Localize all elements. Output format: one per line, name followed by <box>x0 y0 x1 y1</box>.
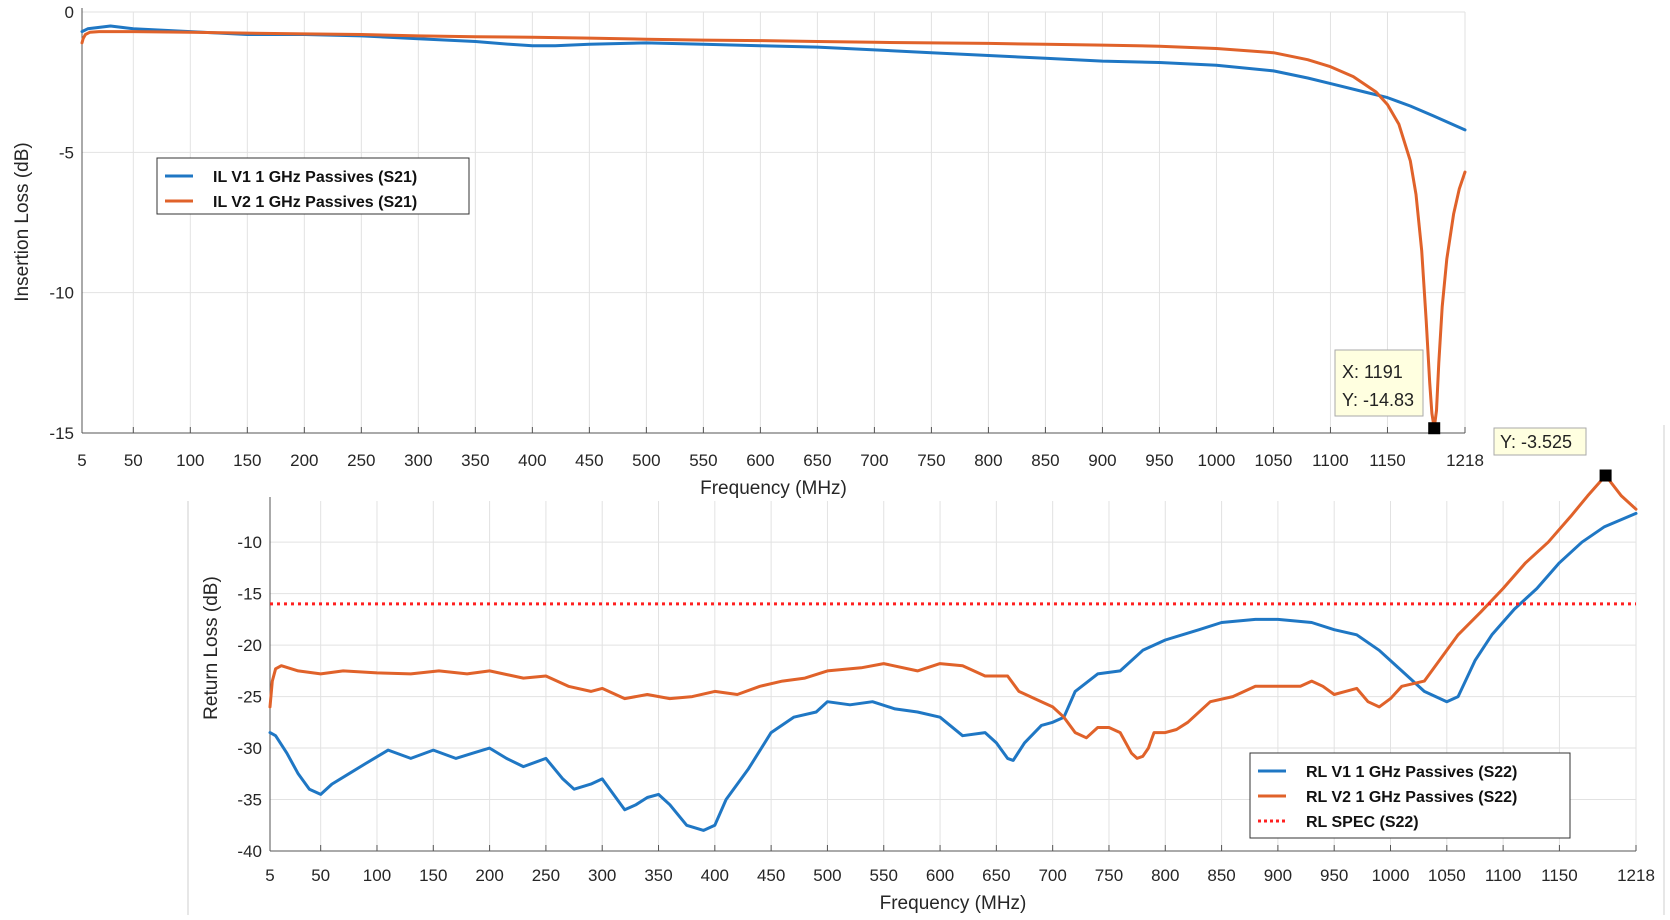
legend-label-3: RL SPEC (S22) <box>1306 814 1419 831</box>
datatip-y-label: Y: -14.83 <box>1342 390 1414 410</box>
x-tick-label: 850 <box>1207 866 1235 885</box>
y-tick-label: -40 <box>237 842 262 861</box>
y-tick-label: -15 <box>49 424 74 443</box>
y-tick-label: -10 <box>49 284 74 303</box>
y-axis-label: Insertion Loss (dB) <box>12 142 33 301</box>
x-tick-label: 950 <box>1320 866 1348 885</box>
x-tick-label: 1100 <box>1485 866 1522 885</box>
y-tick-label: -20 <box>237 636 262 655</box>
x-tick-label: 1150 <box>1369 451 1406 470</box>
y-tick-label: -25 <box>237 688 262 707</box>
legend-box <box>156 157 470 215</box>
x-tick-label: 650 <box>982 866 1010 885</box>
x-tick-label: 500 <box>813 866 841 885</box>
series-line-2 <box>268 474 1638 760</box>
grid-lines <box>81 11 1466 434</box>
x-tick-label: 700 <box>1038 866 1066 885</box>
x-tick-label: 300 <box>588 866 616 885</box>
x-tick-label: 450 <box>757 866 785 885</box>
x-tick-label: 600 <box>926 866 954 885</box>
x-tick-label: 200 <box>290 451 318 470</box>
x-tick-label: 150 <box>233 451 261 470</box>
x-tick-label: 700 <box>860 451 888 470</box>
legend-label-1: RL V1 1 GHz Passives (S22) <box>1306 764 1517 781</box>
x-tick-label: 600 <box>746 451 774 470</box>
x-tick-label: 800 <box>974 451 1002 470</box>
x-tick-label: 550 <box>689 451 717 470</box>
series-line-2 <box>80 30 1467 430</box>
y-tick-label: -15 <box>237 585 262 604</box>
x-tick-label: 750 <box>917 451 945 470</box>
legend-label-2: RL V2 1 GHz Passives (S22) <box>1306 789 1517 806</box>
x-tick-label: 850 <box>1031 451 1059 470</box>
x-tick-label: 450 <box>575 451 603 470</box>
x-tick-label: 50 <box>311 866 330 885</box>
x-tick-label: 1050 <box>1428 866 1466 885</box>
x-tick-label: 100 <box>176 451 204 470</box>
legend: IL V1 1 GHz Passives (S21) IL V2 1 GHz Pa… <box>156 157 470 215</box>
datatip-y-label: Y: -3.525 <box>1500 432 1572 452</box>
x-tick-label: 150 <box>419 866 447 885</box>
x-tick-label: 50 <box>124 451 143 470</box>
x-tick-label: 350 <box>644 866 672 885</box>
x-tick-label: 300 <box>404 451 432 470</box>
legend: RL V1 1 GHz Passives (S22) RL V2 1 GHz Pa… <box>1249 752 1571 839</box>
x-tick-label: 1100 <box>1312 451 1349 470</box>
y-tick-label: -5 <box>59 143 74 162</box>
y-tick-label: -30 <box>237 739 262 758</box>
x-tick-label: 1218 <box>1617 866 1655 885</box>
legend-label-2: IL V2 1 GHz Passives (S21) <box>213 194 417 211</box>
x-tick-label: 950 <box>1145 451 1173 470</box>
x-tick-label: 350 <box>461 451 489 470</box>
y-tick-label: 0 <box>65 3 74 22</box>
x-tick-label: 900 <box>1088 451 1116 470</box>
y-tick-label: -35 <box>237 791 262 810</box>
x-tick-label: 1000 <box>1198 451 1236 470</box>
x-tick-label: 1150 <box>1541 866 1578 885</box>
x-tick-label: 400 <box>701 866 729 885</box>
y-tick-label: -10 <box>237 533 262 552</box>
datatip-x-label: X: 1191 <box>1342 362 1403 382</box>
datatip-marker <box>1428 422 1441 435</box>
x-tick-label: 1000 <box>1372 866 1410 885</box>
x-tick-label: 5 <box>77 451 86 470</box>
series-line-1 <box>268 511 1638 832</box>
x-tick-label: 750 <box>1095 866 1123 885</box>
x-tick-label: 250 <box>532 866 560 885</box>
x-tick-label: 550 <box>870 866 898 885</box>
datatip-box <box>1334 349 1424 417</box>
x-axis-label: Frequency (MHz) <box>700 478 847 499</box>
datatip-box <box>1493 427 1587 456</box>
y-axis-label: Return Loss (dB) <box>201 576 222 720</box>
x-tick-label: 200 <box>475 866 503 885</box>
chart-panel-2: 5 50 100 150 200 250 300 350 400 450 500 550 600 650 7… <box>201 427 1655 914</box>
x-tick-label: 1050 <box>1255 451 1293 470</box>
x-tick-label: 650 <box>803 451 831 470</box>
x-tick-label: 800 <box>1151 866 1179 885</box>
x-tick-label: 400 <box>518 451 546 470</box>
x-tick-label: 5 <box>265 866 274 885</box>
x-tick-label: 100 <box>363 866 391 885</box>
legend-box <box>1249 752 1571 839</box>
x-tick-label: 1218 <box>1446 451 1484 470</box>
x-tick-label: 900 <box>1264 866 1292 885</box>
datatip-marker <box>1599 469 1612 482</box>
x-tick-label: 250 <box>347 451 375 470</box>
x-axis-label: Frequency (MHz) <box>880 893 1027 914</box>
x-tick-label: 500 <box>632 451 660 470</box>
legend-label-1: IL V1 1 GHz Passives (S21) <box>213 169 417 186</box>
chart-panel-1: 5 50 100 150 200 250 300 350 400 450 500 550 600 650 7… <box>12 3 1484 499</box>
